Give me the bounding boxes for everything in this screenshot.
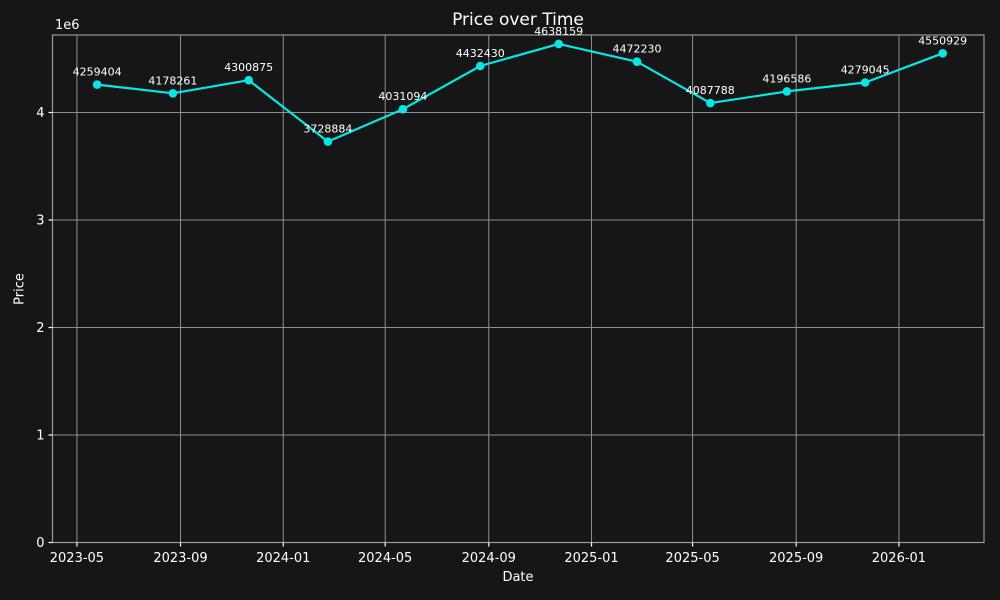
x-tick-label: 2024-05 [358,551,412,566]
y-tick-label: 1 [36,429,44,444]
data-point-marker [168,89,178,98]
data-point-marker [706,98,715,108]
x-tick-label: 2025-01 [564,551,618,566]
data-point-label: 4279045 [841,64,890,77]
data-point-label: 4638159 [534,25,583,38]
data-point-marker [938,49,947,58]
series-line [95,42,944,143]
x-tick-label: 2024-01 [256,551,310,566]
x-tick-label: 2023-09 [153,551,207,566]
x-tick-label: 2024-09 [462,551,516,566]
data-point-label: 4259404 [73,66,122,79]
data-point-label: 4432430 [456,47,505,60]
data-point-marker [476,61,485,71]
data-point-label: 4550929 [918,34,967,47]
data-point-label: 4178261 [148,74,197,87]
data-point-marker [92,80,102,89]
chart-title: Price over Time [452,10,584,30]
data-point-label: 3728884 [303,123,352,136]
y-axis-offset-label: 1e6 [55,18,80,33]
y-tick-label: 3 [36,213,44,228]
data-point-label: 4472230 [613,43,662,56]
data-point-marker [323,137,333,146]
data-point-label: 4196586 [762,72,811,85]
y-tick-label: 4 [36,106,44,121]
x-axis-label: Date [502,570,534,585]
x-tick-label: 2025-09 [769,551,823,566]
data-point-label: 4031094 [378,90,427,103]
data-point-label: 4087788 [686,84,735,97]
data-point-marker [398,104,408,114]
data-point-marker [860,78,870,87]
y-axis-label: Price [12,273,28,305]
data-point-marker [632,57,642,66]
data-point-marker [244,75,253,85]
x-tick-label: 2025-05 [665,551,719,566]
axes-frame [51,34,985,544]
y-tick-label: 2 [36,321,44,336]
x-tick-label: 2023-05 [50,551,104,566]
x-tick-label: 2026-01 [872,551,926,566]
y-tick-label: 0 [36,536,44,551]
data-point-marker [554,39,563,49]
data-point-marker [782,87,792,96]
data-point-label: 4300875 [224,61,273,74]
